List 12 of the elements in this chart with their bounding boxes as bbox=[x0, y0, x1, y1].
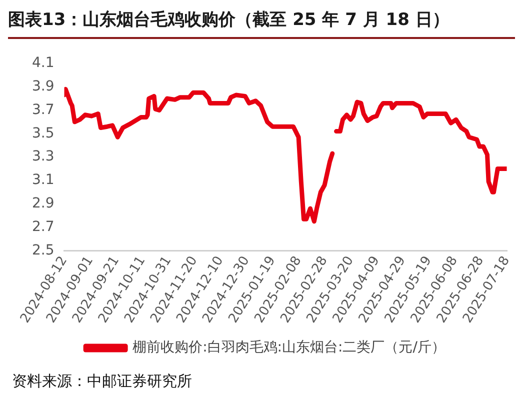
y-tick-label: 3.1 bbox=[32, 172, 54, 188]
y-tick-label: 2.7 bbox=[32, 218, 54, 235]
y-tick-label: 2.5 bbox=[32, 242, 54, 258]
y-tick-label: 4.1 bbox=[32, 55, 54, 72]
y-tick-label: 3.9 bbox=[32, 78, 54, 94]
legend-label: 棚前收购价:白羽肉毛鸡:山东烟台:二类厂（元/斤） bbox=[132, 340, 446, 356]
chart-title: 图表13：山东烟台毛鸡收购价（截至 25 年 7 月 18 日） bbox=[8, 8, 515, 39]
y-tick-label: 3.7 bbox=[32, 102, 54, 118]
y-tick-label: 2.9 bbox=[32, 195, 54, 212]
text: 资料来源：中邮证券研究所 bbox=[12, 372, 192, 391]
y-tick-label: 3.3 bbox=[32, 148, 54, 165]
y-tick-label: 3.5 bbox=[32, 125, 54, 142]
